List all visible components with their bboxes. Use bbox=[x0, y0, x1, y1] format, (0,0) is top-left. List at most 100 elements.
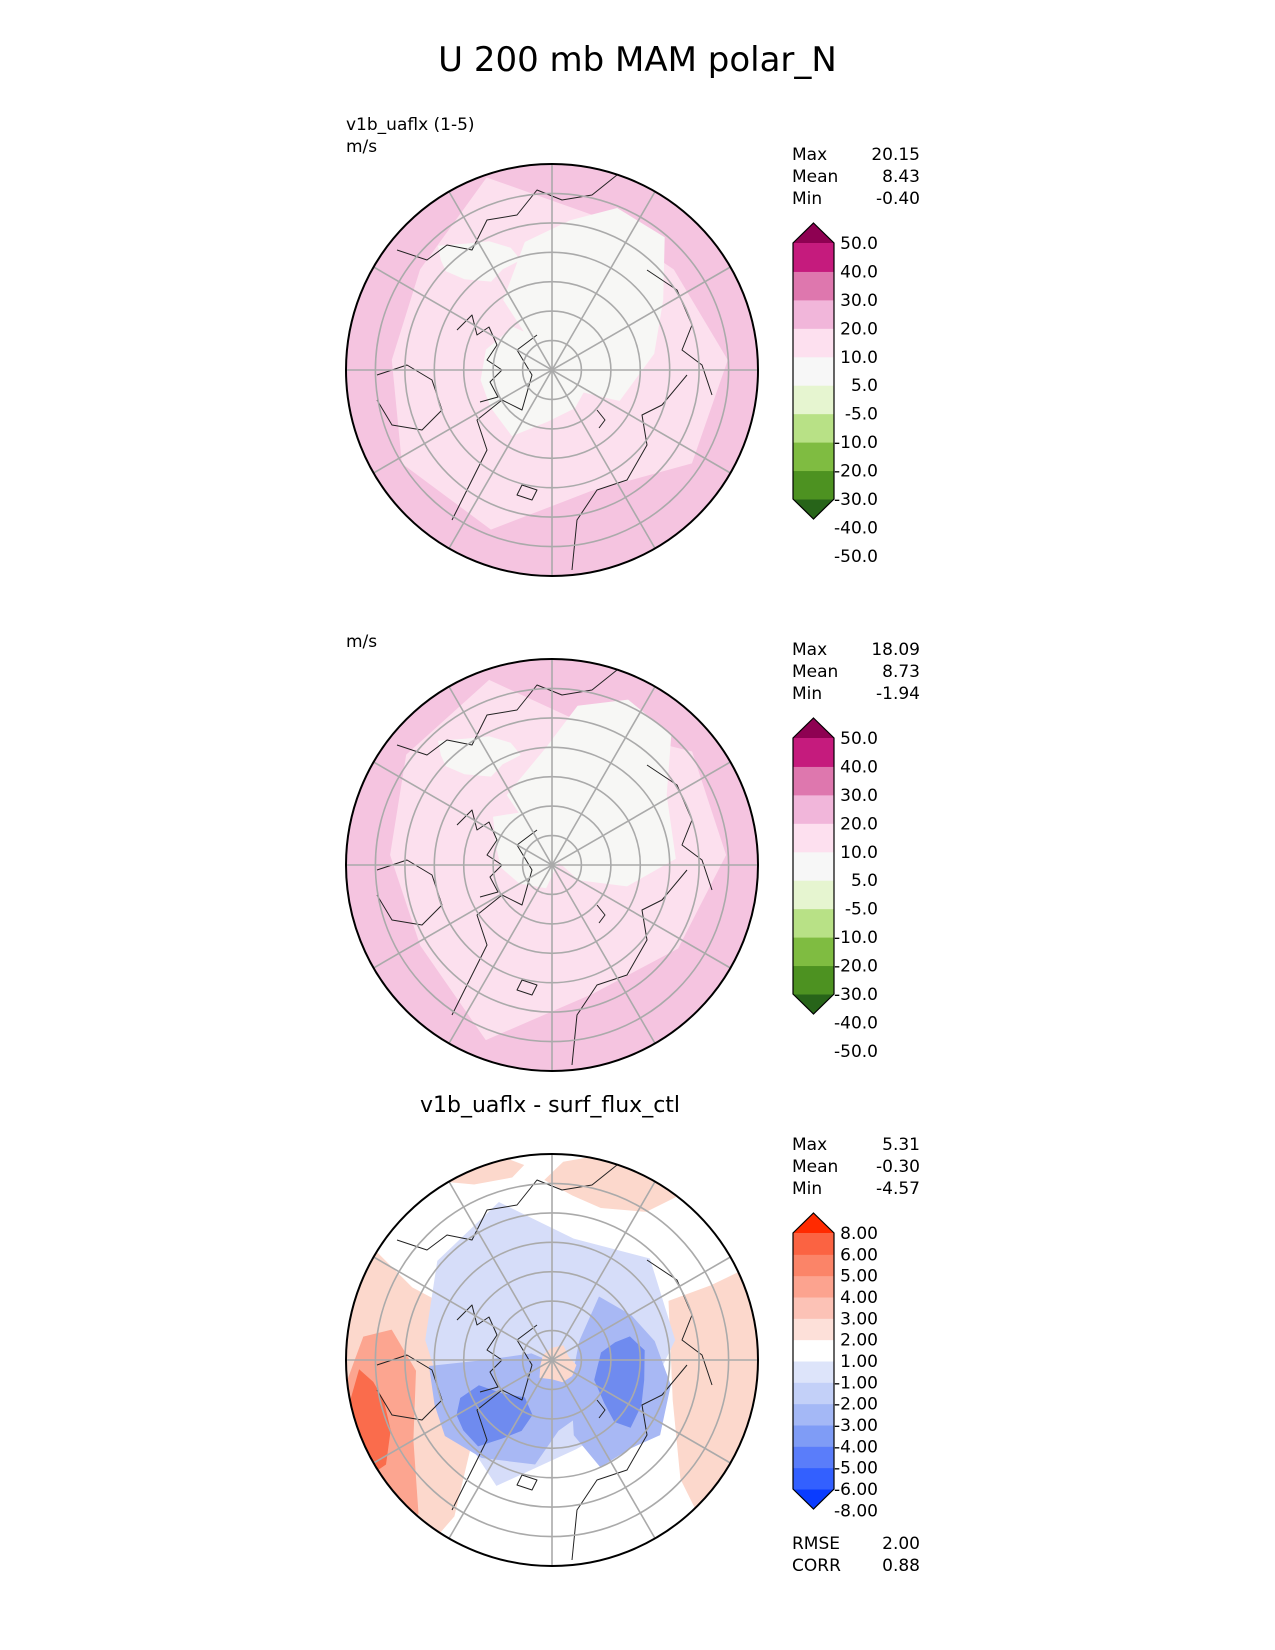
field-contour bbox=[438, 241, 521, 282]
colorbar-tick-label: 10.0 bbox=[840, 843, 878, 863]
meridian-line bbox=[577, 1256, 731, 1346]
colorbar-segment bbox=[793, 1361, 834, 1383]
colorbar-segment bbox=[793, 738, 834, 767]
colorbar-segment bbox=[793, 908, 834, 938]
meridian-line bbox=[566, 191, 656, 345]
colorbar-segment bbox=[793, 385, 834, 415]
panel-case-label: v1b_uaflx (1-5) bbox=[346, 115, 475, 135]
stat-value: 20.15 bbox=[871, 145, 920, 165]
colorbar-segment bbox=[793, 1213, 834, 1233]
meridian-line bbox=[373, 1256, 527, 1346]
meridian-line bbox=[577, 879, 731, 969]
polar-map bbox=[345, 658, 759, 1072]
meridian-line bbox=[448, 1181, 538, 1335]
colorbar-segment bbox=[793, 794, 834, 824]
coastline bbox=[596, 904, 606, 924]
colorbar: 50.0 40.0 30.0 20.0 10.0 5.0 -5.0 -10.0 -20.0 -30… bbox=[792, 222, 878, 567]
colorbar-tick-label: 1.00 bbox=[840, 1352, 878, 1372]
stat-value: 5.31 bbox=[882, 1135, 920, 1155]
colorbar-segment bbox=[793, 356, 834, 386]
map-boundary bbox=[345, 163, 759, 577]
colorbar-outline bbox=[792, 1212, 835, 1510]
meridian-line bbox=[448, 686, 538, 840]
colorbar-tick-label: 10.0 bbox=[840, 348, 878, 368]
coastline bbox=[516, 1474, 538, 1491]
colorbar-outline bbox=[792, 717, 835, 1015]
meridian-line bbox=[526, 1344, 578, 1376]
meridian-line bbox=[526, 849, 578, 881]
colorbar-segment bbox=[793, 880, 834, 910]
colorbar: 50.0 40.0 30.0 20.0 10.0 5.0 -5.0 -10.0 -20.0 -30… bbox=[792, 717, 878, 1062]
colorbar-segment bbox=[793, 1233, 834, 1255]
colorbar-tick-label: -20.0 bbox=[834, 957, 878, 977]
colorbar-segment bbox=[793, 413, 834, 443]
meridian-line bbox=[577, 384, 731, 474]
colorbar-tick-label: -6.00 bbox=[834, 1480, 878, 1500]
colorbar-segment bbox=[793, 965, 834, 995]
stat-label: Mean bbox=[792, 167, 839, 187]
colorbar-tick-label: -4.00 bbox=[834, 1437, 878, 1457]
stats-block: Max 5.31 Mean -0.30 Min -4.57 bbox=[792, 1134, 920, 1200]
colorbar-tick-label: -1.00 bbox=[834, 1373, 878, 1393]
figure-title: U 200 mb MAM polar_N bbox=[438, 40, 837, 80]
coastline bbox=[596, 409, 606, 429]
colorbar-tick-label: -30.0 bbox=[834, 490, 878, 510]
colorbar-tick-label: -8.00 bbox=[834, 1501, 878, 1521]
colorbar-tick-label: -2.00 bbox=[834, 1395, 878, 1415]
colorbar-tick-label: -50.0 bbox=[834, 547, 878, 567]
coastline bbox=[396, 669, 618, 756]
colorbar-segment bbox=[793, 1382, 834, 1405]
colorbar-segment bbox=[793, 470, 834, 500]
panel-units-label: m/s bbox=[346, 137, 378, 157]
stat-value: 8.43 bbox=[882, 167, 920, 187]
meridian-line bbox=[448, 191, 538, 345]
meridian-line bbox=[373, 879, 527, 969]
stat-label: Min bbox=[792, 684, 823, 704]
colorbar-tick-label: -40.0 bbox=[834, 518, 878, 538]
colorbar-tick-label: 50.0 bbox=[840, 729, 878, 749]
map-boundary bbox=[345, 1153, 759, 1567]
footer-stats-block: RMSE 2.00 CORR 0.88 bbox=[792, 1533, 920, 1577]
colorbar-segment bbox=[793, 1425, 834, 1447]
colorbar-tick-label: -10.0 bbox=[834, 928, 878, 948]
stat-rmse: RMSE 2.00 bbox=[792, 1533, 920, 1555]
meridian-line bbox=[566, 1385, 656, 1539]
colorbar-segment bbox=[793, 299, 834, 329]
colorbar-segment bbox=[793, 1489, 834, 1509]
colorbar-tick-label: -10.0 bbox=[834, 433, 878, 453]
stat-min: Min -4.57 bbox=[792, 1178, 920, 1200]
colorbar-tick-label: 20.0 bbox=[840, 814, 878, 834]
meridian-line bbox=[566, 890, 656, 1044]
colorbar-tick-label: -20.0 bbox=[834, 462, 878, 482]
colorbar-tick-label: 5.00 bbox=[840, 1267, 878, 1287]
stat-label: Mean bbox=[792, 1157, 839, 1177]
colorbar-tick-label: -50.0 bbox=[834, 1042, 878, 1062]
stat-mean: Mean 8.73 bbox=[792, 661, 920, 683]
colorbar-segment bbox=[793, 823, 834, 853]
colorbar-tick-label: -5.0 bbox=[845, 405, 878, 425]
colorbar-segment bbox=[793, 1467, 834, 1490]
stat-min: Min -1.94 bbox=[792, 683, 920, 705]
polar-map bbox=[345, 1153, 759, 1567]
stat-min: Min -0.40 bbox=[792, 188, 920, 210]
stat-max: Max 5.31 bbox=[792, 1134, 920, 1156]
colorbar-segment bbox=[793, 1446, 834, 1469]
colorbar-segment bbox=[793, 718, 834, 738]
panel-center-title: v1b_uaflx - surf_flux_ctl bbox=[419, 1093, 681, 1118]
stat-label: Mean bbox=[792, 662, 839, 682]
colorbar-segment bbox=[793, 499, 834, 519]
coastline bbox=[396, 174, 618, 261]
colorbar-segment bbox=[793, 1275, 834, 1298]
colorbar-segment bbox=[793, 766, 834, 796]
meridian-line bbox=[448, 395, 538, 549]
stat-label: CORR bbox=[792, 1556, 841, 1576]
stat-label: Max bbox=[792, 145, 828, 165]
colorbar-tick-label: -3.00 bbox=[834, 1416, 878, 1436]
colorbar-segment bbox=[793, 851, 834, 881]
meridian-line bbox=[566, 686, 656, 840]
colorbar-segment bbox=[793, 1339, 834, 1362]
colorbar-tick-label: 20.0 bbox=[840, 319, 878, 339]
coastline bbox=[596, 1399, 606, 1419]
colorbar-tick-label: 30.0 bbox=[840, 786, 878, 806]
stat-label: Max bbox=[792, 640, 828, 660]
